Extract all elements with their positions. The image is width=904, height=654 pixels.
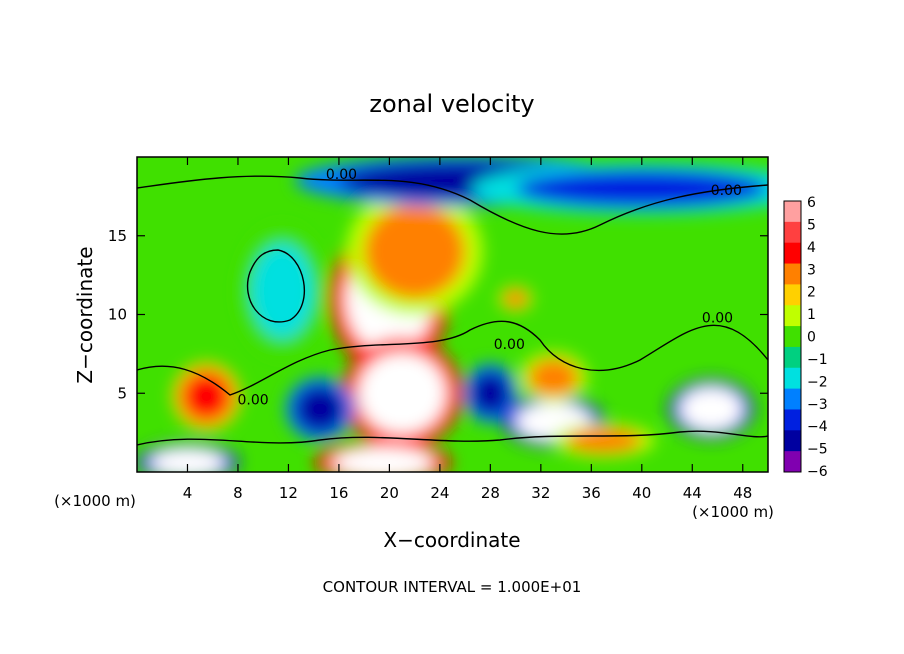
x-tick-label: 20 — [380, 484, 399, 502]
x-tick-label: 40 — [632, 484, 651, 502]
colorbar-tick-label: −5 — [807, 442, 828, 458]
field-feature — [470, 371, 511, 416]
x-tick-label: 8 — [233, 484, 243, 502]
y-axis-label: Z−coordinate — [73, 246, 97, 383]
chart-title: zonal velocity — [369, 90, 534, 118]
colorbar-segment — [784, 451, 801, 473]
field-feature — [566, 427, 642, 454]
field-feature — [181, 371, 232, 422]
colorbar-frame — [783, 200, 802, 473]
x-tick-label: 36 — [582, 484, 601, 502]
field-feature — [679, 386, 743, 432]
colorbar-segment — [784, 284, 801, 306]
colorbar-tick-label: 0 — [807, 330, 816, 346]
contour-bottom — [137, 430, 768, 446]
contour-left-cell — [246, 249, 305, 323]
field-feature — [502, 289, 529, 309]
zero-contours — [137, 175, 768, 446]
contour-interval-note: CONTOUR INTERVAL = 1.000E+01 — [323, 578, 582, 596]
contour-label: 0.00 — [711, 183, 742, 199]
x-tick-label: 12 — [279, 484, 298, 502]
colorbar: 6 5 4 3 2 1 0 −1 −2 −3 −4 −5 −6 — [783, 195, 828, 480]
colorbar-tick-label: 1 — [807, 307, 816, 323]
contour-labels: 0.00 0.00 0.00 0.00 0.00 — [238, 167, 742, 408]
contour-label: 0.00 — [494, 337, 525, 353]
colorbar-tick-label: 5 — [807, 217, 816, 233]
x-tick-label: 28 — [481, 484, 500, 502]
colorbar-segment — [784, 305, 801, 327]
colorbar-tick-label: −6 — [807, 464, 828, 480]
colorbar-tick-label: −4 — [807, 419, 828, 435]
colorbar-segment — [784, 346, 801, 369]
x-tick-label: 24 — [430, 484, 449, 502]
field-feature — [515, 169, 768, 208]
colorbar-tick-label: −2 — [807, 374, 828, 390]
colorbar-tick-label: 2 — [807, 285, 816, 301]
x-tick-label: 48 — [733, 484, 752, 502]
colorbar-segment — [784, 409, 801, 431]
x-tick-label: 16 — [329, 484, 348, 502]
colorbar-tick-label: −1 — [807, 352, 828, 368]
colorbar-segment — [784, 430, 801, 452]
y-tick-label: 5 — [117, 384, 127, 402]
plot-area — [137, 157, 768, 472]
field-feature — [357, 352, 447, 435]
x-axis-ticks: 4 8 12 16 20 24 28 32 36 40 44 48 — [183, 157, 752, 502]
colorbar-segment — [784, 221, 801, 244]
colorbar-tick-label: 4 — [807, 240, 816, 256]
field-feature — [149, 448, 226, 472]
x-tick-label: 4 — [183, 484, 193, 502]
colorbar-segment — [784, 201, 801, 223]
x-left-units: (×1000 m) — [54, 492, 136, 510]
velocity-field — [137, 157, 768, 472]
colorbar-segment — [784, 242, 801, 265]
colorbar-segment — [784, 367, 801, 390]
field-feature — [294, 385, 346, 433]
contour-upper — [137, 175, 768, 235]
y-tick-label: 10 — [108, 306, 127, 324]
colorbar-segment — [784, 388, 801, 410]
contour-label: 0.00 — [702, 310, 733, 326]
field-feature — [364, 204, 466, 299]
y-axis-ticks: 5 10 15 — [108, 227, 768, 402]
colorbar-tick-label: −3 — [807, 397, 828, 413]
field-feature — [332, 446, 434, 472]
colorbar-segment — [784, 263, 801, 285]
contour-lower — [137, 320, 768, 396]
colorbar-tick-label: 3 — [807, 262, 816, 278]
x-tick-label: 32 — [531, 484, 550, 502]
contour-label: 0.00 — [326, 167, 357, 183]
field-feature — [250, 243, 314, 339]
contour-label: 0.00 — [238, 392, 269, 408]
field-feature — [528, 358, 579, 397]
colorbar-segment — [784, 326, 801, 348]
x-axis-label: X−coordinate — [383, 528, 520, 552]
y-tick-label: 15 — [108, 227, 127, 245]
colorbar-tick-label: 6 — [807, 195, 816, 211]
x-right-units: (×1000 m) — [692, 503, 774, 521]
x-tick-label: 44 — [683, 484, 702, 502]
